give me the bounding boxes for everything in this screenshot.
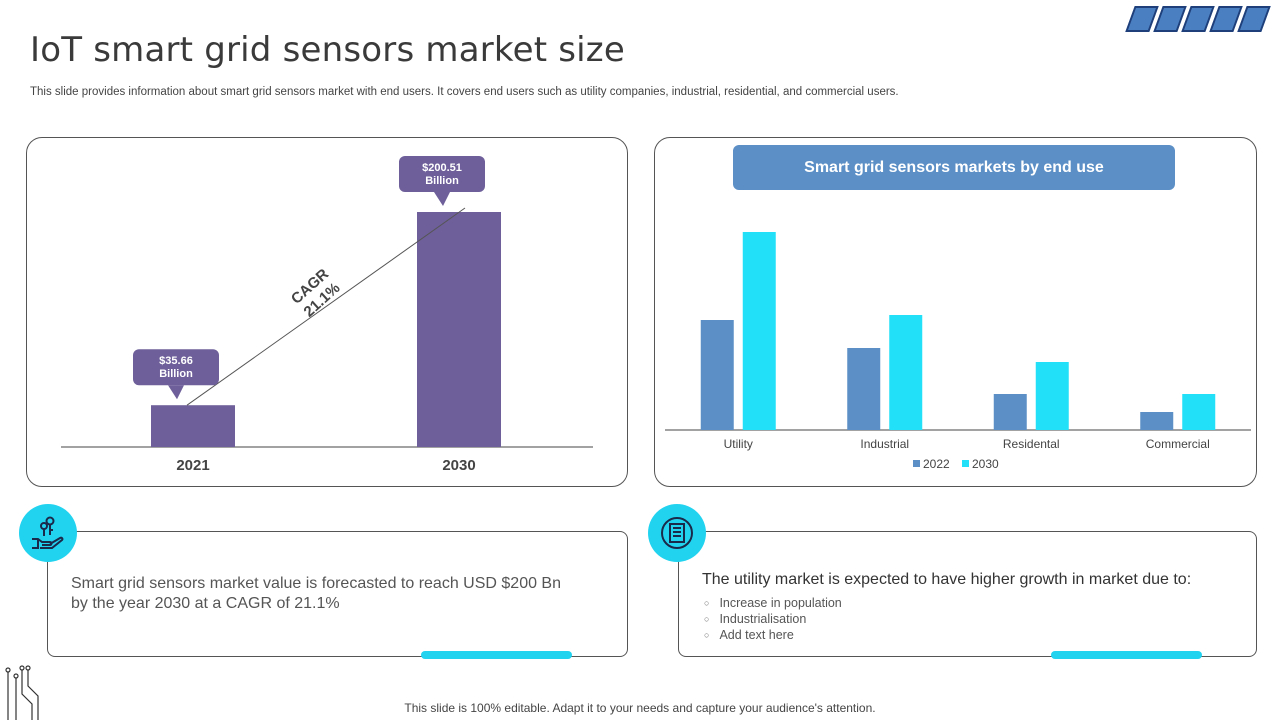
x-tick-label: Residental [1003, 437, 1060, 451]
legend: 2022 2030 [913, 457, 999, 471]
x-tick-label: 2030 [442, 457, 475, 474]
hand-with-keys-icon [19, 504, 77, 562]
bar-2021 [151, 405, 235, 447]
bar-residental-2030 [1035, 362, 1069, 430]
x-tick-label: Commercial [1146, 437, 1210, 451]
bar-2030 [417, 212, 501, 447]
callout-pointer [434, 192, 450, 206]
bar-industrial-2022 [847, 348, 881, 430]
value-label: $200.51 [422, 162, 462, 174]
end-use-chart: Utility Industrial Residental Commercial 202… [665, 232, 1251, 471]
bar-utility-2022 [700, 320, 734, 430]
bar-industrial-2030 [889, 315, 923, 430]
callout-bubble [133, 349, 219, 386]
value-label: Billion [425, 175, 459, 187]
end-use-chart-panel: Utility Industrial Residental Commercial 202… [654, 137, 1257, 487]
slide-title: IoT smart grid sensors market size [30, 30, 625, 70]
footer-note: This slide is 100% editable. Adapt it to… [404, 701, 876, 715]
x-tick-label: 2021 [176, 457, 209, 474]
market-size-chart-panel: 2021 2030 $35.66 Billion $200.51 Billion CAGR 2… [26, 137, 628, 487]
list-item: Industrialisation [704, 611, 842, 627]
list-item: Increase in population [704, 595, 841, 611]
callout-pointer [168, 385, 184, 400]
value-label: Billion [159, 368, 193, 380]
document-list-icon [648, 504, 706, 562]
accent-bar [1051, 651, 1202, 659]
bar-residental-2022 [993, 394, 1027, 430]
bar-utility-2030 [742, 232, 776, 430]
callout-bubble [399, 156, 485, 192]
list-item: Add text here [704, 627, 842, 643]
value-label: $35.66 [159, 355, 193, 367]
legend-swatch [962, 460, 969, 467]
slide-subtitle: This slide provides information about sm… [30, 86, 899, 98]
legend-label: 2022 [923, 457, 950, 471]
decorative-parallelograms [1125, 6, 1271, 32]
forecast-text: Smart grid sensors market value is forec… [71, 575, 561, 612]
accent-bar [421, 651, 572, 659]
forecast-info-box [47, 531, 628, 657]
circuit-decoration [5, 665, 39, 720]
bar-commercial-2030 [1182, 394, 1216, 430]
bar-commercial-2022 [1140, 412, 1174, 430]
cagr-trend-line [186, 207, 466, 406]
growth-reasons-list: Increase in population Industrialisation… [704, 595, 842, 643]
utility-growth-heading: The utility market is expected to have h… [702, 571, 1192, 588]
market-size-chart: 2021 2030$35.66Billion$200.51BillionCAGR2… [61, 156, 593, 474]
legend-label: 2030 [972, 457, 999, 471]
legend-swatch [913, 460, 920, 467]
x-tick-label: Utility [724, 437, 753, 451]
x-tick-label: Industrial [860, 437, 909, 451]
end-use-chart-title: Smart grid sensors markets by end use [733, 145, 1175, 190]
